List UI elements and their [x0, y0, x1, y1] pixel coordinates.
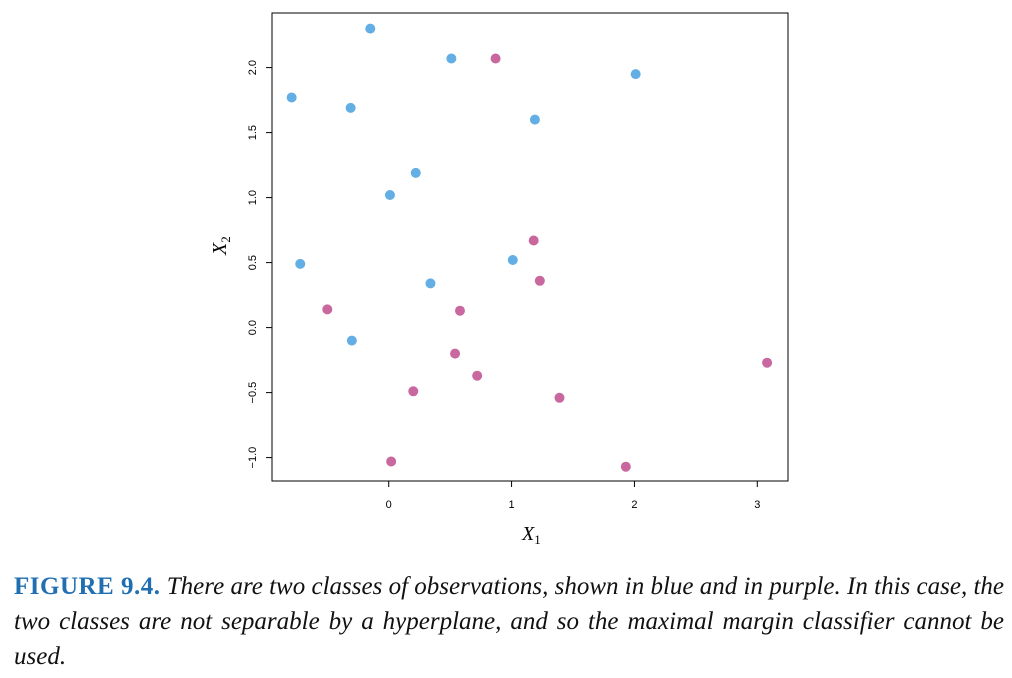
purple-class-point	[762, 357, 773, 368]
figure-text: There are two classes of observations, s…	[14, 573, 1005, 670]
blue-class-point	[507, 255, 518, 265]
y-tick-label: 2.0	[247, 60, 259, 75]
y-tick-label: 0.0	[247, 320, 259, 335]
y-axis-title: X2	[209, 236, 233, 256]
blue-class-point	[384, 190, 395, 200]
purple-class-point	[490, 53, 501, 64]
figure-caption: FIGURE 9.4. There are two classes of obs…	[14, 569, 1004, 674]
x-tick-label: 0	[386, 499, 392, 511]
x-tick-label: 1	[509, 499, 515, 511]
y-axis-title-main: X	[209, 242, 231, 256]
blue-class-point	[286, 92, 297, 103]
x-axis-title-subscript: 1	[534, 532, 541, 547]
y-tick-label: 1.5	[247, 125, 259, 140]
y-tick-label: −0.5	[247, 382, 259, 404]
x-tick-label: 3	[754, 499, 760, 511]
x-axis: 0 1 2 3	[386, 481, 760, 511]
plot-frame	[271, 12, 789, 482]
purple-class-point	[554, 392, 565, 403]
y-axis: −1.0 −0.5 0.0 0.5 1.0 1.5 2.0	[247, 60, 272, 469]
x-tick-label: 2	[631, 499, 637, 511]
blue-class-point	[365, 23, 376, 34]
purple-class-point	[620, 461, 631, 472]
purple-class-point	[454, 305, 465, 316]
blue-class-point	[346, 335, 357, 346]
purple-class-point	[528, 235, 539, 246]
blue-class-point	[410, 167, 421, 178]
purple-class-point	[534, 275, 545, 286]
blue-class-point	[446, 53, 457, 64]
purple-class-point	[386, 456, 397, 467]
x-axis-title-main: X	[521, 523, 535, 545]
data-points	[286, 23, 773, 472]
y-tick-label: −1.0	[247, 447, 259, 469]
y-axis-title-subscript: 2	[218, 236, 233, 243]
blue-class-point	[529, 114, 540, 125]
blue-class-point	[425, 278, 436, 289]
purple-class-point	[472, 370, 483, 381]
purple-class-point	[322, 304, 333, 315]
blue-class-point	[630, 69, 641, 80]
blue-class-point	[345, 102, 356, 113]
y-tick-label: 1.0	[247, 190, 259, 205]
y-tick-label: 0.5	[247, 255, 259, 270]
figure-label: FIGURE 9.4.	[14, 573, 161, 600]
x-axis-title: X1	[521, 523, 541, 547]
purple-class-point	[450, 348, 461, 359]
purple-class-point	[408, 386, 419, 397]
blue-class-point	[295, 258, 306, 269]
